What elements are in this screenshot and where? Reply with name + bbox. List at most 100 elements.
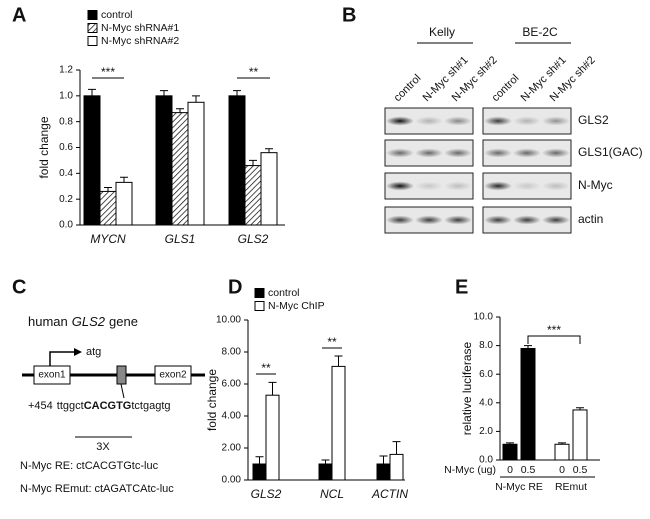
x-tick-label: GLS1: [165, 232, 196, 246]
y-axis-label: fold change: [205, 369, 219, 431]
row-label: GLS2: [578, 113, 609, 127]
y-tick-label: 10.00: [216, 315, 241, 326]
significance-bracket: [527, 335, 581, 344]
y-tick-label: 0.2: [59, 194, 73, 205]
bar: [83, 95, 101, 226]
blot-band: [444, 116, 472, 126]
y-tick-label: 6.0: [479, 369, 493, 380]
x-tick-label: GLS2: [251, 487, 282, 501]
cell-line-label: BE-2C: [522, 25, 558, 39]
blot-band: [513, 148, 541, 158]
blot-band: [386, 181, 414, 191]
blot-band: [484, 181, 512, 191]
bar: [554, 443, 570, 461]
row-label: actin: [578, 212, 603, 226]
legend-label: control: [101, 9, 133, 21]
group-label: N-Myc RE: [495, 481, 543, 493]
panel-label: E: [455, 276, 468, 298]
row-label: N-Myc: [578, 178, 613, 192]
legend-label: control: [268, 287, 300, 299]
legend-swatch: [254, 288, 265, 298]
blot-band: [386, 116, 414, 126]
repeat-label: 3X: [96, 441, 110, 453]
legend-swatch: [87, 23, 98, 33]
bar: [228, 95, 246, 226]
y-tick-label: 2.0: [479, 426, 493, 437]
bar: [502, 443, 518, 461]
bar: [155, 95, 173, 226]
x-tick-label: 0.5: [573, 464, 588, 476]
y-tick-label: 1.0: [59, 90, 73, 101]
x-tick-label: GLS2: [238, 232, 269, 246]
blot-band: [542, 181, 570, 191]
title-part: gene: [109, 314, 138, 329]
seq-ebox: CACGTG: [84, 400, 132, 412]
x-tick-label: 0: [507, 464, 513, 476]
legend-label: N-Myc ChIP: [268, 300, 325, 312]
y-tick-label: 8.0: [479, 340, 493, 351]
y-tick-label: 8.00: [222, 347, 242, 358]
start-codon: atg: [86, 346, 101, 358]
blot-band: [415, 116, 443, 126]
tss-arrow: [49, 351, 74, 366]
blot-band: [513, 215, 541, 225]
bar: [318, 463, 333, 481]
x-axis-label: N-Myc (ug): [444, 464, 496, 476]
site-position: +454: [28, 400, 53, 412]
group-label: REmut: [555, 481, 587, 493]
significance-label: ***: [101, 65, 115, 79]
significance-label: **: [261, 361, 271, 375]
bar: [252, 463, 267, 481]
y-tick-label: 0.00: [222, 475, 242, 486]
significance-label: **: [327, 335, 337, 349]
blot-band: [415, 181, 443, 191]
panel-label: C: [12, 276, 26, 298]
blot-band: [386, 215, 414, 225]
panel-label: D: [228, 276, 242, 298]
x-tick-label: 0: [559, 464, 565, 476]
legend-swatch: [87, 36, 98, 46]
seq-flank: tctgagtg: [131, 400, 170, 412]
construct-seq: ctAGATCAtc-luc: [95, 483, 175, 495]
significance-label: ***: [547, 323, 561, 337]
exon-box: [154, 365, 192, 385]
bar: [331, 365, 346, 481]
y-tick-label: 0.4: [59, 168, 73, 179]
re-site: [116, 365, 127, 385]
construct-name: N-Myc REmut:: [20, 483, 92, 495]
x-tick-label: ACTIN: [371, 487, 408, 501]
bar: [389, 453, 404, 481]
blot-band: [542, 215, 570, 225]
lane-label: control: [392, 72, 424, 104]
bar: [265, 394, 280, 481]
legend-swatch: [87, 10, 98, 20]
exon-label: exon1: [38, 370, 66, 381]
construct-name: N-Myc RE:: [20, 460, 73, 472]
blot-band: [484, 116, 512, 126]
exon-label: exon2: [159, 370, 187, 381]
y-tick-label: 2.00: [222, 443, 242, 454]
lane-label: control: [490, 72, 522, 104]
bar: [115, 181, 133, 226]
blot-band: [386, 148, 414, 158]
cell-line-label: Kelly: [429, 25, 455, 39]
legend-label: N-Myc shRNA#1: [101, 22, 179, 34]
y-tick-label: 4.0: [479, 397, 493, 408]
blot-band: [415, 215, 443, 225]
title-gene: GLS2: [72, 314, 106, 329]
x-tick-label: 0.5: [521, 464, 536, 476]
site-pointer: [120, 383, 125, 399]
bar: [376, 463, 391, 481]
y-axis-label: fold change: [37, 116, 51, 178]
arrow-head: [74, 348, 82, 356]
y-tick-label: 6.00: [222, 379, 242, 390]
gene-diagram: human GLS2 gene exon1 exon2 atg +454 ttggct…: [20, 314, 205, 495]
exon-box: [33, 365, 71, 385]
blot-band: [542, 116, 570, 126]
y-tick-label: 0.6: [59, 142, 73, 153]
panel-label: B: [342, 4, 356, 26]
blot-band: [513, 116, 541, 126]
title-part: human: [28, 314, 68, 329]
construct: N-Myc REmut: ctAGATCAtc-luc: [20, 483, 174, 495]
legend-label: N-Myc shRNA#2: [101, 35, 179, 47]
